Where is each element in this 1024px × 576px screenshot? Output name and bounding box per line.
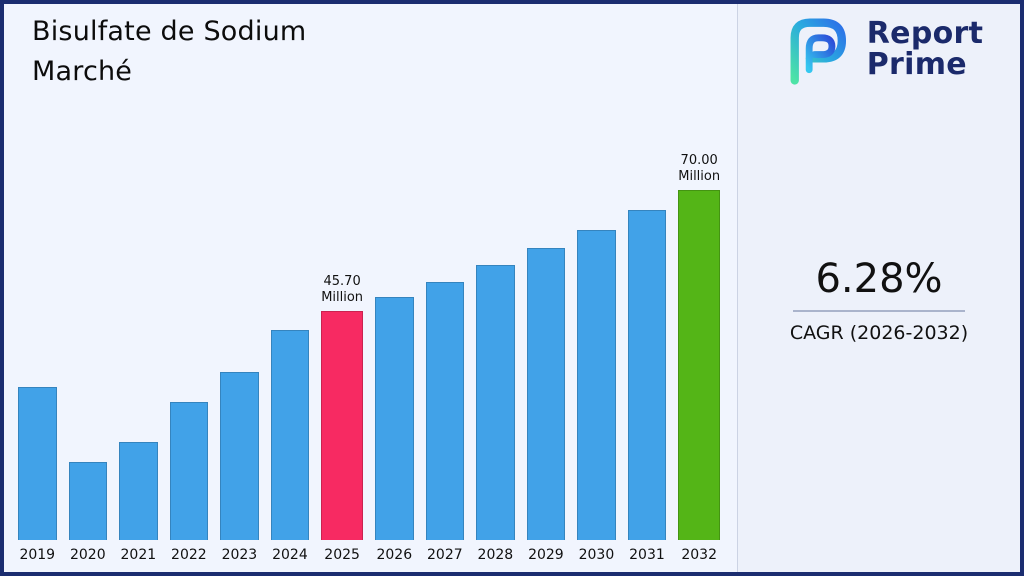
page-title-line1: Bisulfate de Sodium <box>32 16 307 47</box>
bar-2032 <box>678 190 721 540</box>
x-tick-2021: 2021 <box>120 547 157 563</box>
x-tick-2019: 2019 <box>19 547 56 563</box>
page-title: Bisulfate de Sodium Marché <box>32 12 306 92</box>
bar-column-2028: 2028 <box>476 132 515 564</box>
cagr-block: 6.28% CAGR (2026-2032) <box>738 256 1020 344</box>
bar-2024 <box>270 330 310 540</box>
bar-2028 <box>476 265 515 540</box>
logo-text-line1: Report <box>866 16 984 52</box>
bar-column-2024: 2024 <box>270 132 310 564</box>
bar-column-2019: 2019 <box>18 132 57 564</box>
bar-value-label-2032: 70.00 Million <box>678 152 721 184</box>
x-tick-2027: 2027 <box>427 547 463 563</box>
x-tick-2031: 2031 <box>629 547 665 563</box>
cagr-divider <box>793 310 965 312</box>
bar-2031 <box>627 210 667 540</box>
x-tick-2032: 2032 <box>681 547 717 563</box>
x-tick-2025: 2025 <box>324 547 360 563</box>
report-prime-logo-icon <box>790 18 846 85</box>
bar-2029 <box>526 248 566 540</box>
bar-2027 <box>425 282 465 540</box>
logo-text-line2: Prime <box>866 47 967 82</box>
bar-2019 <box>18 387 57 540</box>
bar-2021 <box>119 442 158 540</box>
bar-column-2030: 2030 <box>577 132 616 564</box>
report-prime-logo-text: Report Prime <box>867 19 983 80</box>
bar-2026 <box>375 297 414 540</box>
bar-column-2023: 2023 <box>220 132 259 564</box>
bar-2020 <box>68 462 108 540</box>
x-tick-2022: 2022 <box>171 547 207 563</box>
bar-column-2025: 45.70 Million 2025 <box>321 132 364 564</box>
cagr-value: 6.28% <box>815 256 943 302</box>
bar-chart: 2019 2020 2021 2022 2023 2024 45.70 Million 2025… <box>18 132 721 564</box>
bar-2030 <box>577 230 616 540</box>
x-tick-2026: 2026 <box>376 547 413 563</box>
right-panel: Report Prime 6.28% CAGR (2026-2032) <box>737 4 1020 572</box>
x-tick-2020: 2020 <box>69 547 106 563</box>
page-title-line2: Marché <box>32 55 133 87</box>
bar-value-label-2025: 45.70 Million <box>321 273 364 305</box>
bar-column-2020: 2020 <box>68 132 108 564</box>
bar-2022 <box>169 402 209 540</box>
bar-column-2031: 2031 <box>627 132 667 564</box>
x-tick-2024: 2024 <box>272 547 308 563</box>
bar-2025 <box>321 311 364 540</box>
bar-2023 <box>220 372 259 540</box>
x-tick-2023: 2023 <box>221 547 258 563</box>
bar-column-2022: 2022 <box>169 132 209 564</box>
bar-column-2021: 2021 <box>119 132 158 564</box>
x-tick-2029: 2029 <box>528 547 564 563</box>
bar-column-2026: 2026 <box>375 132 414 564</box>
bar-column-2032: 70.00 Million 2032 <box>678 132 721 564</box>
report-prime-logo: Report Prime <box>738 12 1020 88</box>
x-tick-2028: 2028 <box>477 547 514 563</box>
bar-column-2029: 2029 <box>526 132 566 564</box>
cagr-label: CAGR (2026-2032) <box>789 322 969 344</box>
x-tick-2030: 2030 <box>578 547 615 563</box>
bar-column-2027: 2027 <box>425 132 465 564</box>
